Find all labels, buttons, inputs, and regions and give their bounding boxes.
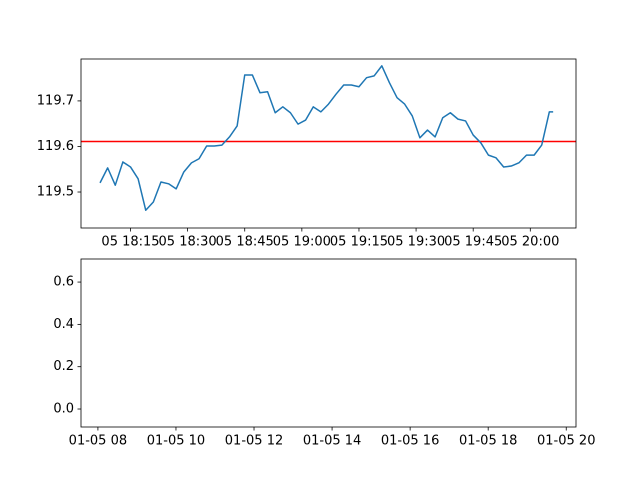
x-tick-label: 05 18:15 bbox=[101, 235, 159, 250]
y-tick-label: 0.6 bbox=[53, 275, 74, 290]
y-tick-label: 0.0 bbox=[53, 402, 74, 417]
y-tick-label: 0.2 bbox=[53, 359, 74, 374]
x-tick-label: 01-05 16 bbox=[381, 434, 439, 449]
y-tick-label: 119.5 bbox=[37, 185, 74, 200]
x-tick-label: 01-05 10 bbox=[147, 434, 205, 449]
x-tick-label: 05 19:15 bbox=[330, 235, 388, 250]
x-tick-label: 05 19:45 bbox=[444, 235, 502, 250]
x-tick-label: 01-05 14 bbox=[303, 434, 361, 449]
y-tick-label: 0.4 bbox=[53, 317, 74, 332]
data-line bbox=[103, 266, 553, 419]
y-tick-label: 119.7 bbox=[37, 93, 74, 108]
axes-frame bbox=[80, 258, 577, 428]
x-tick-label: 01-05 08 bbox=[69, 434, 127, 449]
x-tick-label: 01-05 18 bbox=[459, 434, 517, 449]
axes-frame bbox=[80, 58, 577, 229]
x-tick-label: 01-05 20 bbox=[537, 434, 595, 449]
x-tick-label: 01-05 12 bbox=[225, 434, 283, 449]
data-line bbox=[99, 65, 554, 211]
x-tick-label: 05 18:45 bbox=[216, 235, 274, 250]
x-tick-label: 05 19:30 bbox=[387, 235, 445, 250]
x-tick-label: 05 18:30 bbox=[159, 235, 217, 250]
x-tick-label: 05 20:00 bbox=[501, 235, 559, 250]
y-tick-label: 119.6 bbox=[37, 139, 74, 154]
x-tick-label: 05 19:00 bbox=[273, 235, 331, 250]
